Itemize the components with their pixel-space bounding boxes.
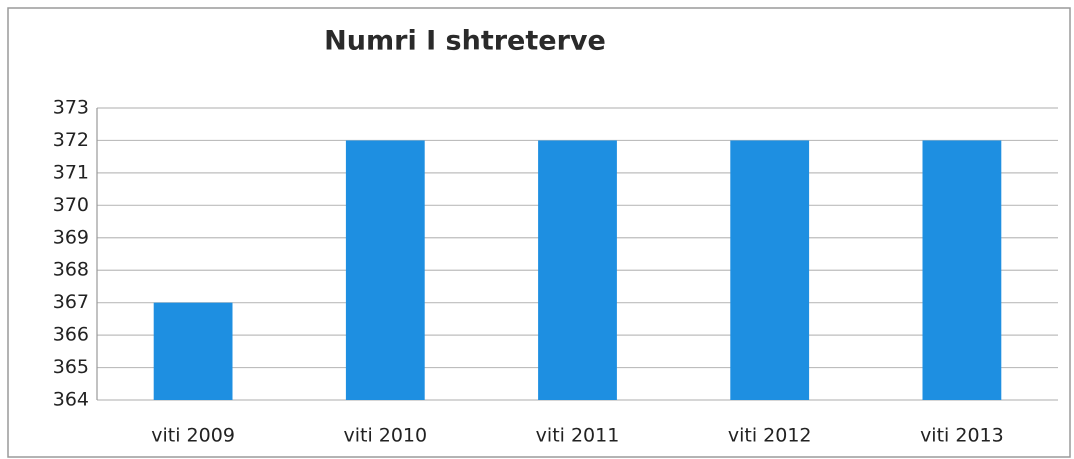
y-tick-label: 367 — [53, 291, 89, 313]
bar — [153, 302, 233, 400]
x-tick-label: viti 2012 — [728, 425, 812, 447]
x-tick-label: viti 2010 — [343, 425, 427, 447]
bar — [345, 140, 425, 400]
y-tick-label: 366 — [53, 324, 89, 346]
bar — [922, 140, 1002, 400]
x-tick-label: viti 2009 — [151, 425, 235, 447]
y-tick-label: 369 — [53, 226, 89, 248]
y-tick-label: 370 — [53, 194, 89, 216]
bar — [730, 140, 810, 400]
y-tick-label: 368 — [53, 259, 89, 281]
x-tick-label: viti 2011 — [536, 425, 620, 447]
x-tick-label: viti 2013 — [920, 425, 1004, 447]
y-tick-label: 364 — [53, 389, 89, 411]
chart-title: Numri I shtreterve — [324, 26, 606, 57]
y-tick-label: 371 — [53, 161, 89, 183]
y-tick-label: 365 — [53, 356, 89, 378]
chart-border — [7, 7, 1071, 458]
y-tick-label: 373 — [53, 97, 89, 119]
bar — [538, 140, 617, 400]
y-tick-label: 372 — [53, 129, 89, 151]
